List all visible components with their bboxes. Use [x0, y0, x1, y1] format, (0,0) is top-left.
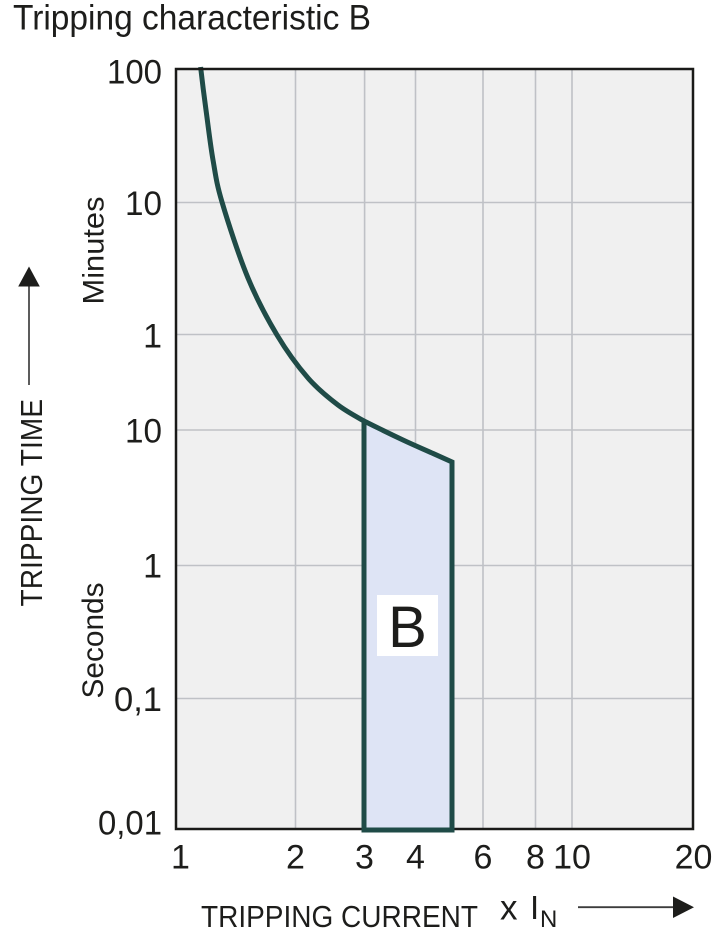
svg-text:0,01: 0,01: [98, 805, 162, 843]
svg-text:0,1: 0,1: [114, 681, 162, 719]
svg-text:Minutes: Minutes: [78, 197, 111, 305]
svg-text:TRIPPING TIME: TRIPPING TIME: [14, 399, 49, 607]
svg-text:B: B: [388, 595, 427, 660]
svg-text:I: I: [530, 889, 539, 926]
svg-text:Tripping characteristic B: Tripping characteristic B: [13, 0, 371, 38]
svg-text:8: 8: [526, 839, 545, 877]
svg-text:2: 2: [286, 839, 305, 877]
svg-text:TRIPPING CURRENT: TRIPPING CURRENT: [201, 899, 478, 934]
svg-text:100: 100: [107, 54, 162, 92]
svg-text:1: 1: [171, 839, 190, 877]
svg-text:10: 10: [125, 413, 162, 451]
svg-text:N: N: [540, 906, 557, 933]
svg-text:3: 3: [355, 839, 374, 877]
svg-text:20: 20: [675, 839, 713, 877]
svg-text:10: 10: [125, 185, 162, 223]
svg-text:1: 1: [143, 548, 162, 586]
svg-text:Seconds: Seconds: [77, 583, 110, 699]
svg-text:6: 6: [474, 839, 493, 877]
svg-text:10: 10: [553, 839, 591, 877]
svg-text:4: 4: [406, 839, 425, 877]
svg-text:1: 1: [143, 318, 162, 356]
svg-text:x: x: [500, 889, 518, 928]
